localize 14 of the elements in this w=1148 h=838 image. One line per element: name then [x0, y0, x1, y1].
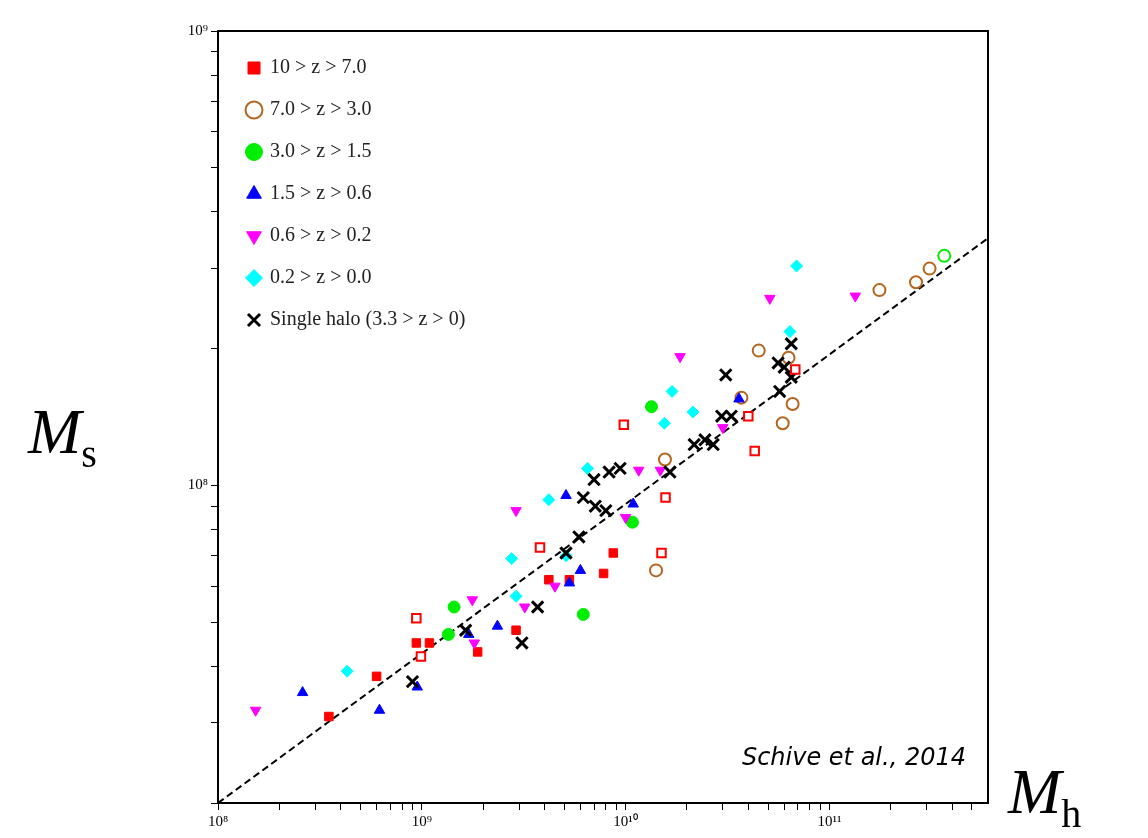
x-tick-label: 10⁹ [411, 812, 432, 829]
annotation: Schive et al., 2014 [741, 743, 966, 771]
legend-label: 3.0 > z > 1.5 [270, 139, 372, 162]
legend-label: Single halo (3.3 > z > 0) [270, 307, 466, 331]
x-axis-title: M$_{h}$ [1008, 756, 1082, 836]
y-axis-title: M$_{s}$ [28, 396, 97, 476]
x-tick-label: 10¹⁰ [613, 812, 638, 829]
x-tick-label: 10⁸ [207, 812, 229, 829]
legend-label: 0.6 > z > 0.2 [270, 223, 372, 246]
x-tick-label: 10¹¹ [817, 812, 842, 829]
legend-label: 0.2 > z > 0.0 [270, 265, 372, 288]
legend-label: 1.5 > z > 0.6 [270, 181, 372, 204]
legend-label: 7.0 > z > 3.0 [270, 97, 372, 120]
legend-label: 10 > z > 7.0 [270, 55, 367, 78]
